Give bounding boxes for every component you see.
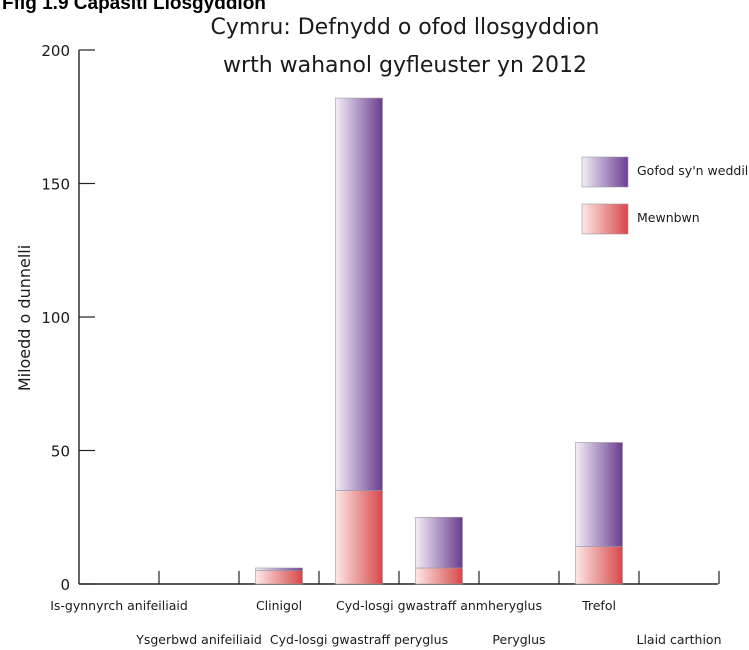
x-category-label: Trefol (581, 598, 616, 613)
bar-gofod (255, 567, 303, 571)
legend-label: Gofod sy'n weddill (637, 163, 749, 178)
legend-label: Mewnbwn (637, 210, 700, 225)
figure-caption: Ffig 1.9 Capasiti Llosgyddion (2, 0, 266, 14)
y-tick-label: 50 (51, 443, 70, 461)
x-category-label: Llaid carthion (636, 632, 721, 647)
x-category-label: Cyd-losgi gwastraff peryglus (270, 632, 448, 647)
y-tick-label: 150 (41, 176, 70, 194)
y-tick-label: 0 (60, 576, 70, 594)
chart-title-line-1: Cymru: Defnydd o ofod llosgyddion (211, 15, 600, 40)
x-category-label: Is-gynnyrch anifeiliaid (50, 598, 188, 613)
x-category-label: Cyd-losgi gwastraff anmheryglus (336, 598, 542, 613)
bar-mewnbwn (415, 567, 463, 585)
bar-mewnbwn (575, 546, 623, 585)
bar-gofod (415, 516, 463, 569)
x-category-label: Peryglus (492, 632, 545, 647)
y-axis-label: Miloedd o dunnelli (15, 245, 34, 391)
bar-gofod (575, 442, 623, 547)
y-tick-label: 200 (41, 42, 70, 60)
x-category-label: Clinigol (256, 598, 302, 613)
bar-mewnbwn (255, 570, 303, 585)
chart-title-line-2: wrth wahanol gyfleuster yn 2012 (223, 53, 587, 78)
legend-swatch (581, 203, 629, 235)
y-tick-label: 100 (41, 309, 70, 327)
bar-gofod (335, 97, 383, 491)
legend-swatch (581, 156, 629, 188)
x-category-label: Ysgerbwd anifeiliaid (135, 632, 262, 647)
bar-mewnbwn (335, 490, 383, 585)
